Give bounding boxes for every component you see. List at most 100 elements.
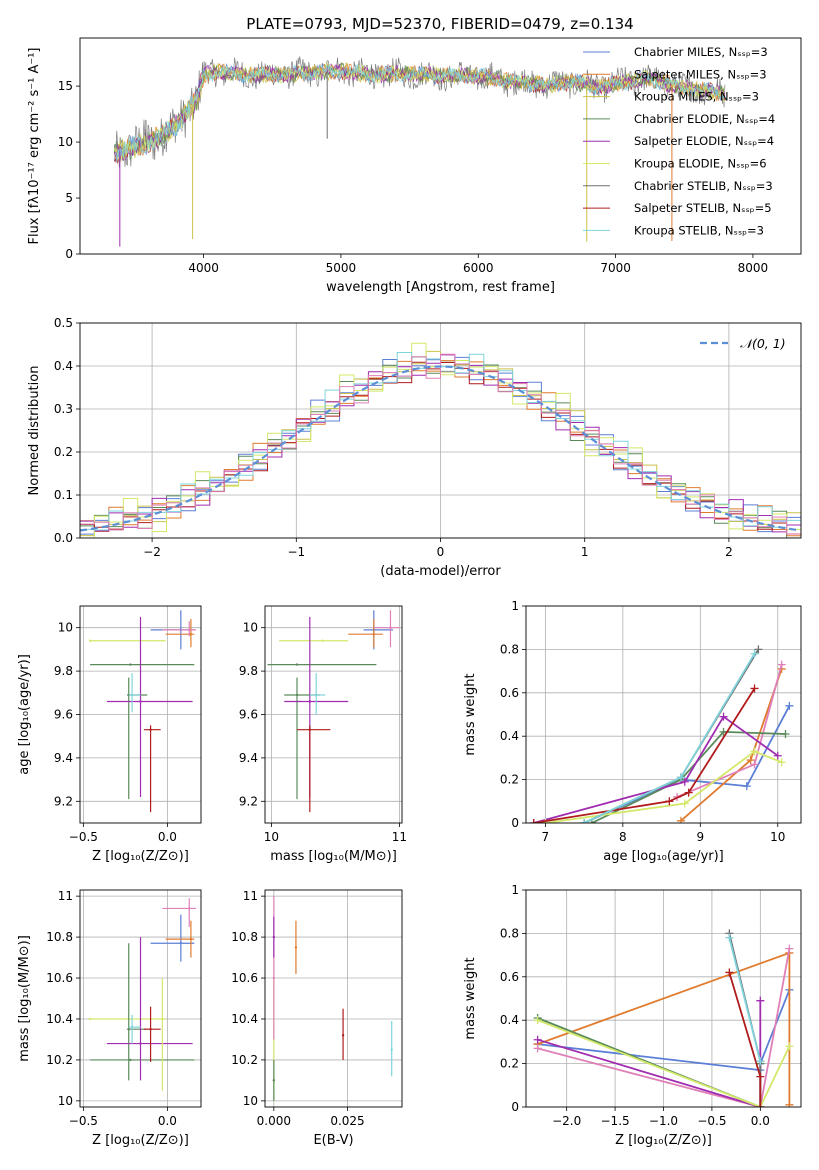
plot-area-age_vs_mass [267, 610, 400, 813]
plus-marker [719, 712, 728, 721]
legend-label: Salpeter MILES, Nₛₛₚ=3 [634, 67, 767, 81]
x-tick-label: 0.000 [257, 1114, 291, 1128]
data-point [88, 639, 92, 642]
plus-marker [750, 747, 759, 756]
panel-residuals: −2 −1 0 1 2 0.0 0.1 0.2 0.3 0.4 0.5 (data-model)/er… [27, 316, 802, 579]
data-point [161, 1017, 164, 1021]
y-tick-label: 0.4 [54, 359, 73, 373]
weight-line [533, 715, 779, 823]
legend-label: Salpeter ELODIE, Nₛₛₚ=4 [634, 134, 774, 148]
plus-marker [529, 819, 538, 823]
data-point [389, 626, 392, 629]
data-point [295, 693, 299, 697]
plus-marker [676, 773, 685, 782]
legend-label: Salpeter STELIB, Nₛₛₚ=5 [634, 201, 772, 215]
legend-label: Chabrier STELIB, Nₛₛₚ=3 [634, 179, 773, 193]
y-tick-label: 0.5 [54, 316, 73, 330]
y-tick-label: 9.2 [239, 794, 258, 808]
y-tick-label: 10 [243, 621, 258, 635]
x-tick-label: 0 [437, 545, 445, 559]
y-tick-label: 10.8 [231, 930, 258, 944]
axes-frame [525, 605, 802, 824]
weight-line [533, 688, 756, 823]
data-point [390, 1048, 393, 1051]
axes-frame [525, 889, 802, 1108]
axes-frame [79, 37, 802, 255]
plus-marker [756, 996, 765, 1005]
data-point [127, 1028, 130, 1031]
spectrum-line [114, 64, 726, 163]
plot-area-spectrum [113, 56, 726, 247]
x-tick-label: −0.5 [697, 1114, 726, 1128]
weight-line [728, 937, 762, 1062]
y-axis-label: Normed distribution [27, 366, 42, 496]
axes-frame [264, 605, 403, 824]
y-tick-label: 0.6 [500, 686, 519, 700]
plus-marker [756, 1072, 765, 1081]
y-tick-label: 10.8 [46, 930, 73, 944]
plot-area-mass_vs_ebv [272, 896, 393, 1101]
y-tick-label: 10 [58, 135, 73, 149]
y-tick-label: 10.6 [231, 971, 258, 985]
plus-marker [750, 760, 759, 769]
panel-age_vs_mass: 10 11 9.2 9.4 9.6 9.8 10 mass [log₁₀(M/M⊙)] [239, 605, 407, 864]
x-tick-label: 7 [542, 830, 550, 844]
plus-marker [533, 1035, 542, 1044]
data-point [139, 700, 142, 703]
x-tick-label: −2.0 [552, 1114, 581, 1128]
legend-label: Chabrier ELODIE, Nₛₛₚ=4 [634, 112, 775, 126]
x-tick-label: 0.0 [751, 1114, 770, 1128]
plus-marker [756, 1103, 765, 1107]
gaussian-curve [80, 365, 799, 532]
weight-line [537, 1019, 791, 1107]
y-tick-label: 9.8 [54, 664, 73, 678]
x-tick-label: 4000 [188, 261, 219, 275]
y-tick-label: 9.4 [239, 751, 258, 765]
y-tick-label: 10 [58, 1094, 73, 1108]
plus-marker [665, 797, 674, 806]
panel-spectrum: 4000 5000 6000 7000 8000 0 5 10 15 wavelength [An… [27, 37, 802, 295]
y-tick-label: 11 [243, 889, 258, 903]
weight-line [583, 705, 791, 823]
y-tick-label: 0 [511, 816, 519, 830]
plus-marker [777, 660, 786, 669]
x-tick-label: −1 [287, 545, 305, 559]
data-point [88, 1017, 92, 1021]
data-point [189, 937, 193, 941]
plus-marker [777, 758, 786, 767]
plot-area-mass_vs_Z [88, 898, 196, 1091]
x-tick-label: −1.5 [601, 1114, 630, 1128]
x-tick-label: 7000 [600, 261, 631, 275]
data-point [321, 639, 324, 642]
axes-frame [264, 889, 403, 1108]
plus-marker [756, 1057, 765, 1066]
x-tick-label: 0.025 [330, 1114, 364, 1128]
axes-frame [79, 322, 802, 539]
x-axis-label: Z [log₁₀(Z/Z⊙)] [92, 1133, 189, 1148]
legend-label: Kroupa MILES, Nₛₛₚ=3 [634, 90, 759, 104]
x-axis-label: Z [log₁₀(Z/Z⊙)] [92, 849, 189, 864]
y-tick-label: 0.2 [500, 773, 519, 787]
x-tick-label: −1.0 [649, 1114, 678, 1128]
y-tick-label: 15 [58, 79, 73, 93]
x-axis-label: wavelength [Angstrom, rest frame] [326, 280, 555, 295]
data-point [315, 693, 318, 697]
x-axis-label: E(B-V) [313, 1133, 353, 1148]
panel-mass_vs_ebv: 0.000 0.025 10 10.2 10.4 10.6 10.8 11 E(B-V) [231, 889, 403, 1148]
panel-mass_vs_Z: −0.5 0.0 10 10.2 10.4 10.6 10.8 11 Z [log₁₀(Z/Z⊙… [17, 889, 202, 1148]
legend-label: Chabrier MILES, Nₛₛₚ=3 [634, 45, 768, 59]
figure-title: PLATE=0793, MJD=52370, FIBERID=0479, z=0… [246, 15, 633, 33]
data-point [149, 1028, 152, 1031]
y-axis-label: mass weight [463, 957, 478, 1039]
y-axis-label: mass weight [463, 673, 478, 755]
weight-line [537, 948, 791, 1107]
plus-marker [785, 1042, 794, 1051]
plus-marker [785, 701, 794, 710]
plus-marker [754, 645, 763, 654]
y-tick-label: 11 [58, 889, 73, 903]
y-axis-label: mass [log₁₀(M/M⊙)] [17, 935, 32, 1062]
plus-marker [533, 1044, 542, 1053]
plus-marker [750, 649, 759, 658]
y-tick-label: 9.4 [54, 751, 73, 765]
